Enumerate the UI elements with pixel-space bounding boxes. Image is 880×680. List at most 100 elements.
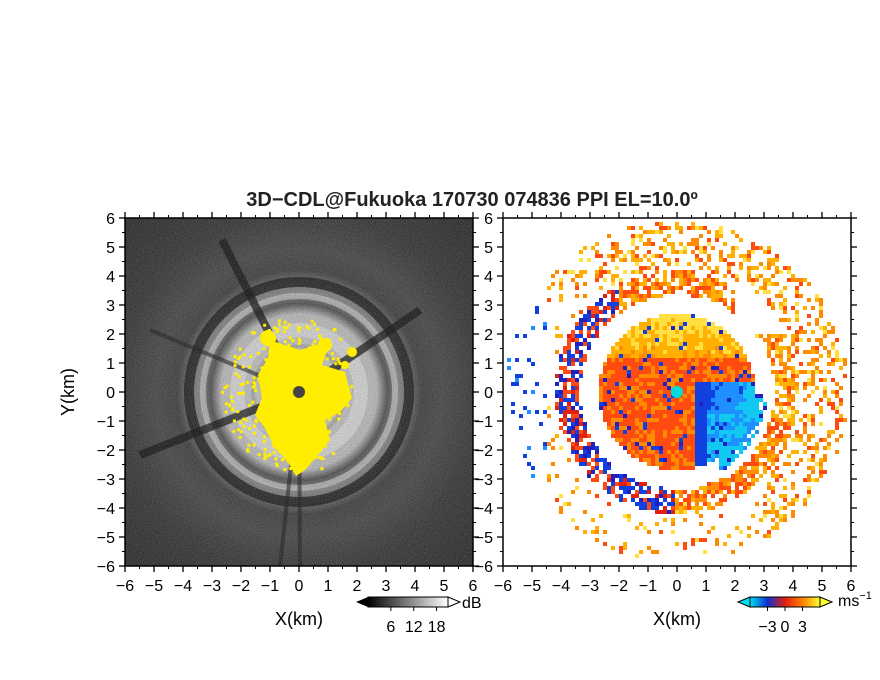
- velocity-pixel: [655, 398, 659, 402]
- velocity-pixel: [663, 462, 667, 466]
- velocity-pixel: [747, 526, 751, 530]
- velocity-pixel: [659, 326, 663, 330]
- velocity-pixel: [743, 478, 747, 482]
- velocity-pixel: [607, 306, 611, 310]
- velocity-pixel: [663, 338, 667, 342]
- velocity-pixel: [567, 502, 571, 506]
- velocity-pixel: [723, 426, 727, 430]
- velocity-pixel: [619, 418, 623, 422]
- velocity-pixel: [703, 450, 707, 454]
- velocity-pixel: [639, 458, 643, 462]
- velocity-pixel: [791, 374, 795, 378]
- velocity-pixel: [679, 382, 683, 386]
- velocity-pixel: [587, 314, 591, 318]
- velocity-pixel: [719, 282, 723, 286]
- velocity-pixel: [719, 466, 723, 470]
- velocity-pixel: [643, 274, 647, 278]
- velocity-pixel: [575, 274, 579, 278]
- velocity-pixel: [775, 390, 779, 394]
- velocity-pixel: [731, 350, 735, 354]
- velocity-pixel: [791, 274, 795, 278]
- velocity-pixel: [691, 498, 695, 502]
- velocity-pixel: [727, 338, 731, 342]
- velocity-pixel: [639, 454, 643, 458]
- velocity-pixel: [671, 430, 675, 434]
- velocity-pixel: [683, 354, 687, 358]
- velocity-pixel: [671, 378, 675, 382]
- velocity-pixel: [695, 350, 699, 354]
- velocity-pixel: [647, 502, 651, 506]
- velocity-pixel: [687, 506, 691, 510]
- velocity-pixel: [755, 462, 759, 466]
- velocity-pixel: [775, 370, 779, 374]
- velocity-pixel: [583, 450, 587, 454]
- velocity-pixel: [571, 490, 575, 494]
- velocity-pixel: [807, 314, 811, 318]
- velocity-pixel: [615, 398, 619, 402]
- velocity-pixel: [683, 366, 687, 370]
- velocity-pixel: [515, 382, 519, 386]
- velocity-pixel: [735, 442, 739, 446]
- velocity-pixel: [563, 382, 567, 386]
- velocity-pixel: [543, 322, 547, 326]
- velocity-pixel: [659, 510, 663, 514]
- velocity-pixel: [675, 442, 679, 446]
- velocity-pixel: [571, 434, 575, 438]
- velocity-pixel: [659, 246, 663, 250]
- velocity-pixel: [623, 402, 627, 406]
- velocity-pixel: [615, 374, 619, 378]
- velocity-pixel: [703, 438, 707, 442]
- velocity-pixel: [787, 346, 791, 350]
- velocity-pixel: [755, 422, 759, 426]
- velocity-pixel: [695, 538, 699, 542]
- velocity-pixel: [655, 394, 659, 398]
- velocity-pixel: [683, 406, 687, 410]
- velocity-pixel: [655, 342, 659, 346]
- velocity-pixel: [675, 338, 679, 342]
- velocity-pixel: [615, 410, 619, 414]
- velocity-pixel: [747, 418, 751, 422]
- velocity-pixel: [727, 482, 731, 486]
- velocity-pixel: [787, 502, 791, 506]
- velocity-pixel: [579, 358, 583, 362]
- velocity-pixel: [727, 266, 731, 270]
- velocity-pixel: [575, 346, 579, 350]
- velocity-pixel: [791, 338, 795, 342]
- velocity-pixel: [667, 358, 671, 362]
- velocity-pixel: [715, 410, 719, 414]
- velocity-pixel: [699, 426, 703, 430]
- velocity-pixel: [619, 390, 623, 394]
- velocity-pixel: [671, 434, 675, 438]
- velocity-pixel: [719, 422, 723, 426]
- velocity-pixel: [595, 446, 599, 450]
- velocity-pixel: [579, 342, 583, 346]
- velocity-pixel: [667, 282, 671, 286]
- velocity-pixel: [715, 398, 719, 402]
- velocity-pixel: [707, 502, 711, 506]
- velocity-pixel: [579, 362, 583, 366]
- velocity-pixel: [735, 478, 739, 482]
- velocity-pixel: [787, 270, 791, 274]
- velocity-pixel: [639, 354, 643, 358]
- velocity-pixel: [579, 434, 583, 438]
- velocity-pixel: [759, 446, 763, 450]
- velocity-pixel: [555, 434, 559, 438]
- velocity-pixel: [619, 478, 623, 482]
- velocity-pixel: [635, 482, 639, 486]
- velocity-pixel: [715, 354, 719, 358]
- velocity-pixel: [667, 458, 671, 462]
- velocity-pixel: [647, 458, 651, 462]
- velocity-pixel: [699, 514, 703, 518]
- velocity-pixel: [671, 314, 675, 318]
- velocity-pixel: [699, 326, 703, 330]
- velocity-pixel: [627, 366, 631, 370]
- velocity-pixel: [583, 338, 587, 342]
- velocity-pixel: [631, 454, 635, 458]
- velocity-pixel: [815, 322, 819, 326]
- velocity-pixel: [631, 398, 635, 402]
- velocity-pixel: [699, 294, 703, 298]
- velocity-pixel: [651, 282, 655, 286]
- velocity-pixel: [631, 374, 635, 378]
- velocity-pixel: [775, 382, 779, 386]
- velocity-pixel: [699, 330, 703, 334]
